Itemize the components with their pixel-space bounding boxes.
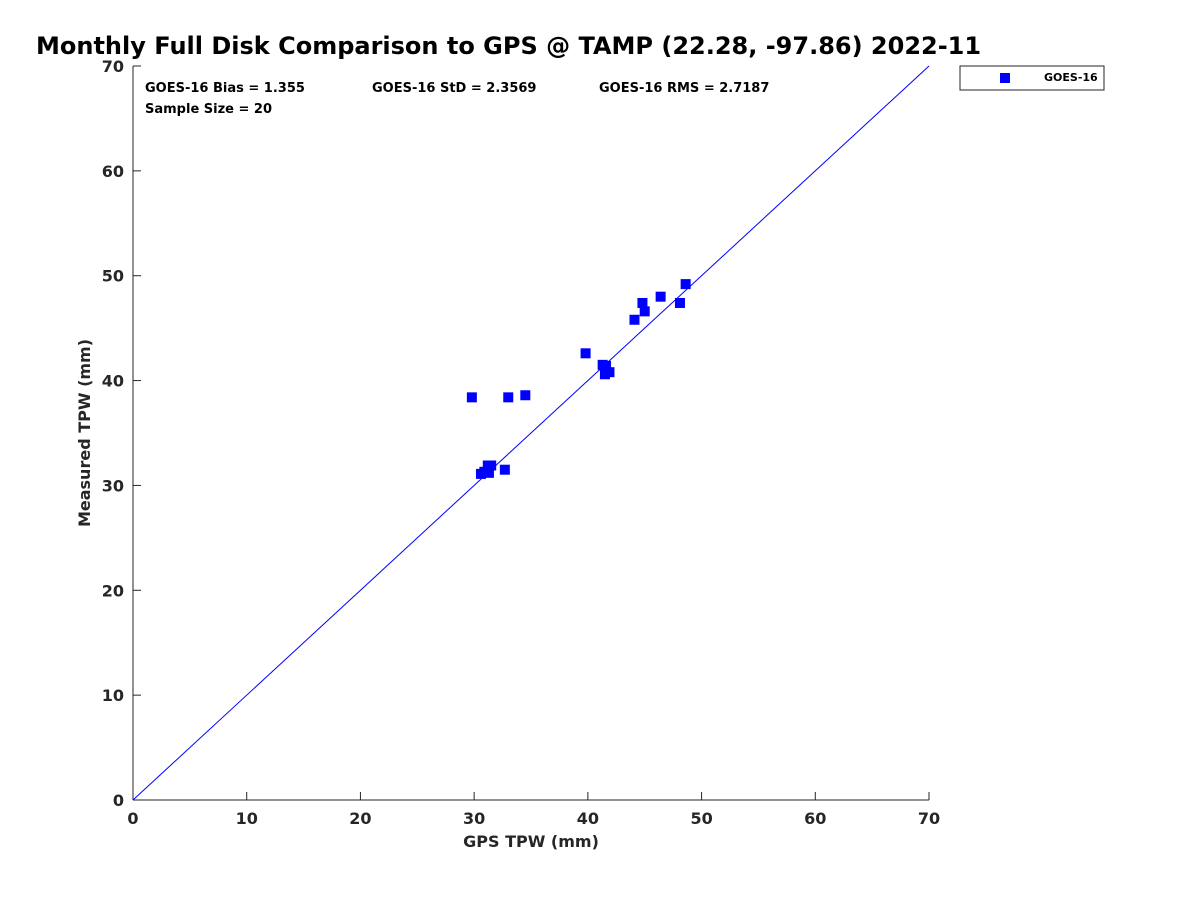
legend: GOES-16 [959, 65, 1105, 91]
legend-box [959, 65, 1105, 91]
data-point [601, 360, 612, 371]
data-point [503, 392, 514, 403]
x-tick-label: 60 [804, 809, 826, 828]
legend-label-goes-16: GOES-16 [1044, 71, 1098, 84]
x-ticks: 0 10 20 30 40 50 60 70 [127, 792, 940, 828]
stats-annotations: GOES-16 Bias = 1.355 GOES-16 StD = 2.356… [145, 81, 769, 117]
data-points [466, 279, 691, 479]
data-point [520, 390, 531, 401]
y-tick-label: 40 [102, 372, 124, 391]
stat-rms: GOES-16 RMS = 2.7187 [599, 81, 769, 96]
legend-marker-goes-16 [1000, 73, 1010, 83]
data-point [629, 314, 640, 325]
y-tick-label: 20 [102, 581, 124, 600]
data-point [655, 291, 666, 302]
data-point [680, 279, 691, 290]
x-tick-label: 10 [236, 809, 258, 828]
y-tick-label: 70 [102, 57, 124, 76]
y-tick-label: 30 [102, 476, 124, 495]
x-tick-label: 70 [918, 809, 940, 828]
data-point [499, 464, 510, 475]
data-point [486, 460, 497, 471]
data-point [637, 297, 648, 308]
data-point [483, 467, 494, 478]
stat-sample-size: Sample Size = 20 [145, 102, 272, 117]
x-tick-label: 40 [577, 809, 599, 828]
stat-bias: GOES-16 Bias = 1.355 [145, 81, 305, 96]
x-tick-label: 30 [463, 809, 485, 828]
stat-std: GOES-16 StD = 2.3569 [372, 81, 536, 96]
y-tick-label: 60 [102, 162, 124, 181]
data-point [639, 306, 650, 317]
y-tick-label: 50 [102, 267, 124, 286]
data-point [466, 392, 477, 403]
x-tick-label: 20 [349, 809, 371, 828]
plot-area: 0 10 20 30 40 50 60 70 0 10 20 30 40 50 60 70 [102, 57, 940, 828]
y-tick-label: 0 [113, 791, 124, 810]
y-axis-label: Measured TPW (mm) [75, 339, 94, 527]
data-point [580, 348, 591, 359]
x-tick-label: 0 [127, 809, 138, 828]
one-to-one-reference-line [132, 65, 930, 801]
y-tick-label: 10 [102, 686, 124, 705]
y-ticks: 0 10 20 30 40 50 60 70 [102, 57, 141, 810]
data-point [604, 367, 615, 378]
data-point [674, 297, 685, 308]
x-tick-label: 50 [690, 809, 712, 828]
chart-title: Monthly Full Disk Comparison to GPS @ TA… [36, 32, 981, 60]
x-axis-label: GPS TPW (mm) [463, 832, 599, 851]
